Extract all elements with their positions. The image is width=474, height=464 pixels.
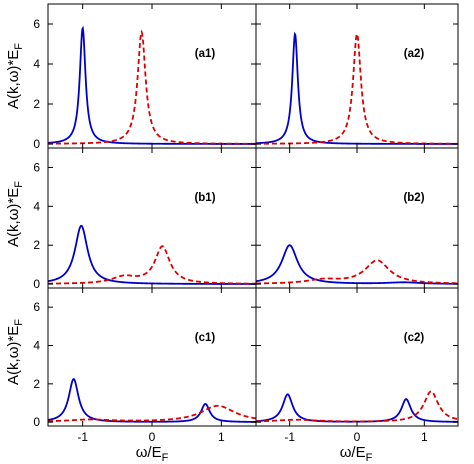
panel-a1: 0 2 4 6 (a1): [33, 3, 257, 151]
x-axis-label: ω/EF: [136, 444, 169, 464]
y-tick-label: 6: [33, 17, 40, 31]
axis-labels: A(k,ω)*EF A(k,ω)*EF A(k,ω)*EF ω/EF ω/EF: [5, 43, 373, 464]
y-axis-label: A(k,ω)*EF: [5, 319, 25, 385]
series-solid-a1: [47, 25, 256, 145]
y-tick-label: 4: [33, 199, 40, 213]
panel-c1: -1 0 1 0 2 4 6 (c1): [33, 287, 257, 444]
x-tick-label: -1: [77, 430, 88, 444]
series-dashed-b1: [48, 245, 256, 285]
panel-frame-b2: [255, 147, 459, 289]
x-axis-label: ω/EF: [340, 444, 373, 464]
x-tick-label: 0: [354, 430, 361, 444]
x-tick-label: 1: [421, 430, 428, 444]
panel-frame-c1: [47, 287, 257, 427]
y-tick-label: 0: [33, 277, 40, 291]
panel-label-c1: (c1): [195, 332, 216, 344]
panel-label-b2: (b2): [403, 192, 424, 204]
panel-label-b1: (b1): [194, 192, 215, 204]
y-axis-label: A(k,ω)*EF: [5, 43, 25, 109]
panel-b1: 0 2 4 6 (b1): [33, 147, 257, 291]
series-solid-c1: [47, 378, 256, 423]
y-tick-label: 0: [33, 415, 40, 429]
series-dashed-b2: [255, 259, 459, 285]
y-tick-label: 6: [33, 160, 40, 174]
panel-frame-c2: [255, 287, 459, 427]
panels-group: 0 2 4 6 (a1) (a2) 0 2 4 6 (b1) (b2) -1 0 1 0 2 4 6 (c1) -1 0 1…: [33, 3, 459, 444]
x-tick-label: 1: [218, 430, 225, 444]
y-axis-label: A(k,ω)*EF: [5, 181, 25, 247]
panel-frame-a2: [255, 3, 459, 149]
y-tick-label: 2: [33, 377, 40, 391]
panel-label-a1: (a1): [195, 48, 216, 60]
y-tick-label: 0: [33, 137, 40, 151]
panel-label-a2: (a2): [404, 48, 425, 60]
panel-label-c2: (c2): [404, 332, 425, 344]
y-tick-label: 4: [33, 339, 40, 353]
series-solid-c2: [255, 393, 458, 423]
series-dashed-c2: [255, 390, 459, 423]
y-tick-label: 2: [33, 238, 40, 252]
series-solid-b2: [255, 244, 459, 285]
x-tick-label: 0: [149, 430, 156, 444]
y-tick-label: 6: [33, 300, 40, 314]
panel-c2: -1 0 1 (c2): [255, 287, 459, 444]
series-solid-a2: [255, 31, 458, 145]
panel-a2: (a2): [255, 3, 459, 149]
x-tick-label: -1: [284, 430, 295, 444]
y-tick-label: 2: [33, 97, 40, 111]
y-tick-label: 4: [33, 57, 40, 71]
series-solid-b1: [47, 224, 256, 285]
panel-b2: (b2): [255, 147, 459, 289]
series-dashed-c1: [47, 404, 257, 423]
